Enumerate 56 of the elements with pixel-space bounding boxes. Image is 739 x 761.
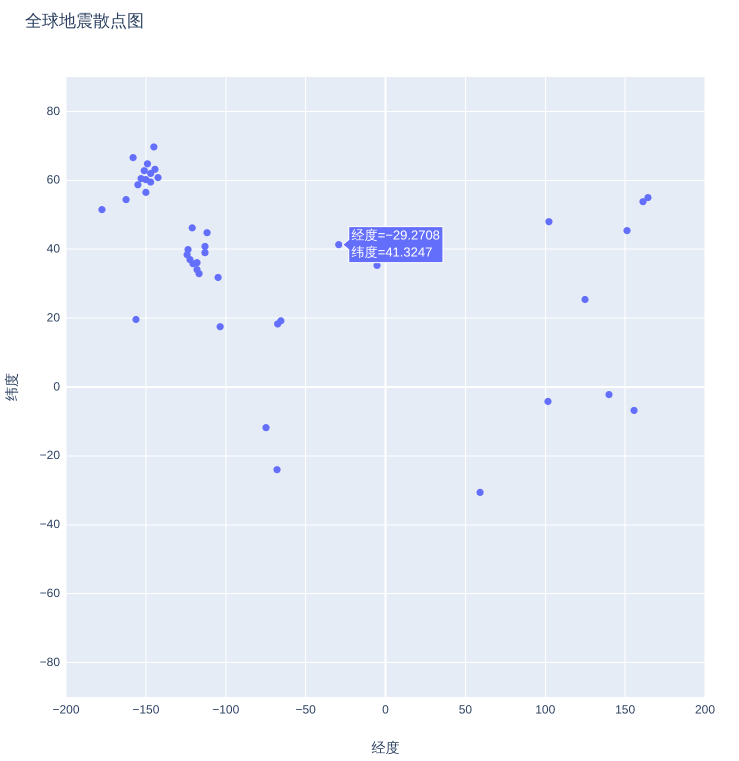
point: [605, 390, 613, 398]
annotation: 经度=−29.2708 纬度=41.3247: [352, 228, 440, 260]
point: [545, 218, 553, 226]
x-tick-label: −200: [52, 702, 80, 717]
point: [122, 196, 130, 204]
y-tick-label: −20: [40, 448, 60, 462]
point: [132, 316, 140, 324]
y-tick-label: 0: [53, 379, 60, 394]
point: [639, 198, 647, 206]
point: [273, 466, 281, 474]
x-tick-label: −50: [295, 702, 316, 717]
point: [147, 170, 154, 178]
point: [144, 160, 152, 168]
x-tick-label: 50: [458, 702, 472, 717]
y-tick-label: 60: [46, 172, 60, 187]
x-tick-label: 200: [694, 702, 716, 717]
x-tick-label: 100: [535, 702, 556, 717]
point: [581, 296, 589, 304]
point: [216, 323, 224, 330]
y-tick-label: 20: [46, 310, 60, 324]
point: [203, 229, 211, 236]
x-tick-label: 150: [615, 702, 636, 717]
point: [188, 224, 196, 232]
point: [201, 249, 209, 256]
point: [150, 143, 158, 151]
x-tick-label: −150: [132, 702, 160, 717]
point: [193, 259, 201, 266]
point: [195, 270, 203, 278]
x-tick-label: −100: [212, 702, 240, 717]
y-tick-label: −60: [40, 586, 60, 600]
point: [129, 154, 137, 162]
point: [476, 488, 484, 496]
point: [623, 227, 631, 234]
point: [142, 188, 150, 196]
y-tick-label: −80: [40, 654, 60, 669]
point: [214, 274, 222, 282]
point: [154, 174, 162, 182]
chart-title: 全球地震散点图: [25, 12, 144, 31]
point: [142, 176, 150, 184]
point: [151, 166, 159, 173]
point: [277, 317, 284, 324]
point: [644, 194, 652, 202]
point: [98, 206, 106, 214]
y-tick-label: 80: [46, 104, 60, 118]
point: [630, 406, 638, 414]
y-tick-label: 40: [46, 242, 60, 256]
point: [134, 181, 142, 188]
point: [140, 167, 148, 174]
x-axis-title: 经度: [372, 739, 400, 756]
point: [335, 241, 342, 248]
point: [544, 398, 552, 406]
y-tick-label: −40: [40, 517, 60, 532]
x-tick-label: 0: [382, 702, 390, 717]
y-axis-title: 纬度: [3, 373, 20, 401]
point: [201, 242, 209, 250]
point: [262, 424, 270, 432]
